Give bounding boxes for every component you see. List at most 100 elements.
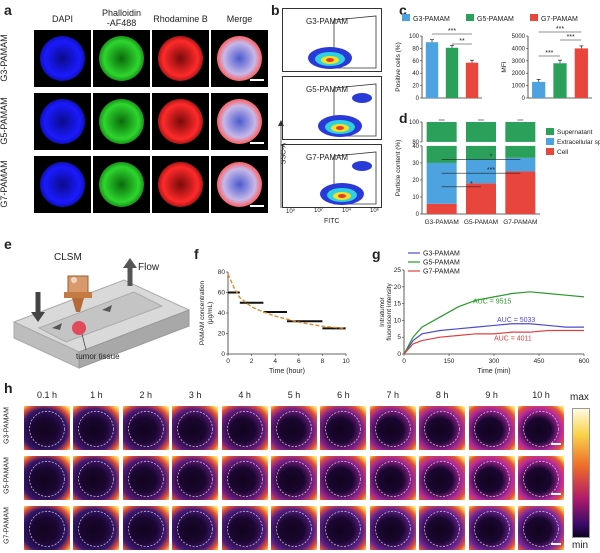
heatmap-tile xyxy=(172,456,219,500)
x-tick: 10 xyxy=(342,358,350,365)
tumor-outline xyxy=(276,460,312,497)
sig-label: *** xyxy=(487,167,495,174)
spheroid xyxy=(217,36,262,81)
tumor-outline xyxy=(226,410,263,447)
heatmap-tile xyxy=(468,456,515,500)
colorbar-max-label: max xyxy=(570,392,589,403)
micrograph-tile xyxy=(152,30,209,87)
y-tick: 20 xyxy=(412,84,419,90)
heatmap-tile xyxy=(518,506,564,550)
heatmap-tile xyxy=(369,406,416,450)
heatmap-tile xyxy=(271,406,317,450)
y-axis-label: MFI xyxy=(501,61,508,72)
sig-label: *** xyxy=(448,28,456,35)
micrograph-tile xyxy=(93,156,150,213)
micrograph-tile xyxy=(34,156,91,213)
x-tick: G3-PAMAM xyxy=(425,219,459,226)
plot-title: G3-PAMAM xyxy=(306,17,348,26)
row-label: G7-PAMAM xyxy=(0,159,9,208)
y-tick: 5 xyxy=(397,334,401,341)
bar xyxy=(425,42,439,98)
y-tick: 0 xyxy=(522,96,526,102)
column-header: Phalloidin -AF488 xyxy=(101,8,142,28)
tumor-outline xyxy=(523,510,559,547)
bar xyxy=(445,47,459,98)
micrograph-tile xyxy=(211,93,268,150)
heatmap-tile xyxy=(518,406,564,450)
stacked-segment xyxy=(466,145,496,160)
column-header: DAPI xyxy=(51,14,73,24)
micrograph-tile xyxy=(93,30,150,87)
panel-c-chart: G3-PAMAM G5-PAMAM G7-PAMAM 0 20 40 60 80 100 Posi… xyxy=(395,14,592,102)
tumor-outline xyxy=(226,510,263,547)
x-tick: G7-PAMAM xyxy=(503,219,537,226)
tumor-outline xyxy=(473,460,510,497)
x-tick: 300 xyxy=(489,358,500,365)
scale-bar xyxy=(551,543,561,545)
time-label: 5 h xyxy=(287,390,301,400)
flow-label: Flow xyxy=(138,262,160,273)
y-tick: 60 xyxy=(412,59,419,65)
time-label: 0.1 h xyxy=(36,390,58,400)
tumor-outline xyxy=(325,410,362,447)
tumor-outline xyxy=(424,460,461,497)
series-line xyxy=(403,329,584,355)
sig-label: * xyxy=(490,154,493,161)
tumor-outline xyxy=(127,410,164,447)
tumor-outline xyxy=(78,410,115,447)
bar xyxy=(553,63,567,98)
stacked-segment xyxy=(505,171,536,214)
sig-label: * xyxy=(470,181,473,188)
tumor-outline xyxy=(276,410,312,447)
y-tick: 20 xyxy=(394,284,402,291)
density-core xyxy=(336,126,344,130)
micrograph-tile xyxy=(211,30,268,87)
heatmap-tile xyxy=(320,506,367,550)
legend-swatch xyxy=(546,128,554,135)
row-label: G5-PAMAM xyxy=(3,457,11,494)
legend-label: G5-PAMAM xyxy=(423,260,460,267)
legend-label: G7-PAMAM xyxy=(423,269,460,276)
tumor-tissue-sphere xyxy=(72,321,86,335)
heatmap-tile xyxy=(221,456,268,500)
auc-annotation: AUC = 9515 xyxy=(473,299,511,306)
heatmap-tile xyxy=(73,506,120,550)
time-label: 2 h xyxy=(139,390,153,400)
heatmap-tile xyxy=(122,456,169,500)
panel-g-label: g xyxy=(372,246,381,262)
tumor-outline xyxy=(523,410,559,447)
row-label: G3-PAMAM xyxy=(3,407,11,444)
y-axis-label: Particle content (%) xyxy=(395,140,402,197)
y-tick: 4000 xyxy=(512,46,526,52)
heatmap-tile xyxy=(221,506,268,550)
heatmap-tile xyxy=(369,456,416,500)
heatmap-tile xyxy=(172,506,219,550)
x-tick: 4 xyxy=(273,358,277,365)
scale-bar xyxy=(551,493,561,495)
y-tick: 20 xyxy=(218,331,226,338)
density-core xyxy=(326,58,334,62)
chamber-side xyxy=(78,309,190,369)
time-label: 10 h xyxy=(532,390,550,400)
legend-swatch xyxy=(530,14,538,21)
x-tick: G5-PAMAM xyxy=(464,219,498,226)
sig-label: *** xyxy=(545,50,553,57)
series-line xyxy=(403,323,584,355)
y-tick: 40 xyxy=(218,310,226,317)
tumor-tissue-label: tumor tissue xyxy=(76,352,120,361)
panel-b-label: b xyxy=(271,2,280,18)
heatmap-tile xyxy=(369,506,416,550)
x-tick: 8 xyxy=(321,358,325,365)
legend-label: Extracellular space xyxy=(557,139,600,146)
legend-swatch xyxy=(402,14,410,21)
y-tick: 5000 xyxy=(512,34,526,40)
y-tick: 60 xyxy=(218,290,226,297)
colorbar xyxy=(572,408,590,538)
micrograph-tile xyxy=(152,156,209,213)
heatmap-tile xyxy=(320,456,367,500)
flow-plot: G3-PAMAM xyxy=(282,8,382,72)
stacked-segment xyxy=(466,183,496,214)
legend-label: G3-PAMAM xyxy=(423,251,460,258)
panel-a-label: a xyxy=(4,2,12,18)
x-tick: 600 xyxy=(579,358,590,365)
